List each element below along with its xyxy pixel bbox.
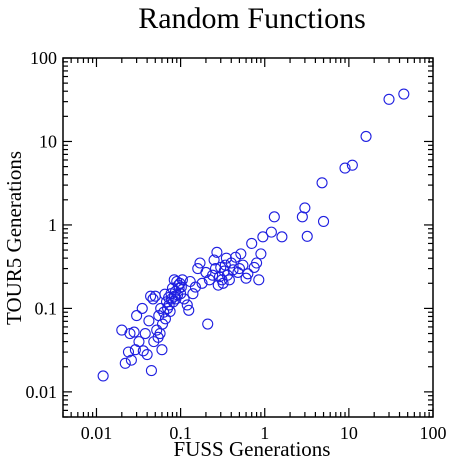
x-tick-label: 0.1: [169, 423, 192, 443]
data-point: [164, 305, 176, 317]
data-point: [383, 93, 395, 105]
x-axis-label: FUSS Generations: [174, 437, 331, 461]
data-point: [346, 159, 358, 171]
axis-ticks: [62, 57, 434, 418]
data-point: [119, 357, 131, 369]
data-point: [316, 177, 328, 189]
x-tick-label: 1: [260, 423, 269, 443]
y-tick-label: 10: [39, 131, 57, 151]
data-point: [246, 237, 258, 250]
data-point: [299, 202, 311, 214]
data-point: [176, 274, 188, 286]
data-point: [276, 231, 288, 243]
data-point: [251, 257, 263, 269]
data-point: [339, 162, 351, 174]
data-point: [143, 315, 155, 327]
data-point: [189, 281, 201, 293]
data-point: [156, 344, 168, 356]
data-point: [158, 306, 170, 318]
data-point: [97, 370, 109, 382]
y-tick-label: 1: [48, 215, 57, 235]
data-point: [207, 269, 219, 281]
y-tick-label: 100: [30, 48, 57, 68]
data-point: [131, 310, 143, 322]
data-point: [178, 293, 190, 305]
y-tick-label: 0.01: [26, 382, 58, 402]
data-point: [151, 324, 163, 336]
data-point: [156, 318, 169, 330]
data-point: [137, 345, 149, 357]
data-point: [253, 274, 265, 286]
data-point: [225, 257, 237, 269]
data-point: [141, 348, 153, 361]
x-tick-label: 100: [420, 423, 447, 443]
data-point: [317, 215, 330, 228]
plot-frame: [62, 57, 434, 418]
y-axis-label: TOUR5 Generations: [2, 151, 26, 325]
data-points: [97, 88, 410, 382]
chart-title: Random Functions: [138, 2, 366, 35]
data-point: [268, 211, 280, 223]
data-point: [255, 248, 267, 260]
data-point: [133, 336, 145, 348]
data-point: [145, 365, 157, 377]
data-point: [145, 290, 157, 302]
data-point: [175, 281, 187, 293]
data-point: [200, 266, 212, 278]
data-point: [237, 259, 249, 271]
data-point: [181, 299, 193, 311]
data-point: [208, 254, 220, 266]
data-point: [202, 318, 214, 330]
x-tick-label: 10: [340, 423, 358, 443]
data-point: [194, 257, 206, 269]
data-point: [265, 226, 277, 238]
data-point: [147, 293, 159, 305]
data-point: [398, 88, 410, 100]
data-point: [196, 277, 208, 289]
data-point: [223, 274, 235, 286]
x-tick-label: 0.01: [81, 423, 113, 443]
data-point: [235, 248, 247, 260]
data-point: [125, 354, 137, 366]
data-point: [139, 327, 151, 340]
y-tick-label: 0.1: [35, 298, 58, 318]
data-point: [148, 336, 160, 348]
data-point: [360, 130, 372, 142]
data-point: [233, 263, 245, 275]
data-point: [211, 246, 223, 258]
data-point: [257, 231, 269, 243]
data-point: [136, 302, 148, 314]
data-point: [187, 288, 199, 300]
data-point: [301, 230, 313, 242]
data-point: [242, 268, 254, 280]
data-point: [128, 326, 140, 338]
data-point: [183, 304, 195, 316]
data-point: [122, 346, 135, 358]
axis-tick-labels: 0.01 0.1 1 10 100 0.01 0.1 1 10 100: [26, 48, 447, 443]
